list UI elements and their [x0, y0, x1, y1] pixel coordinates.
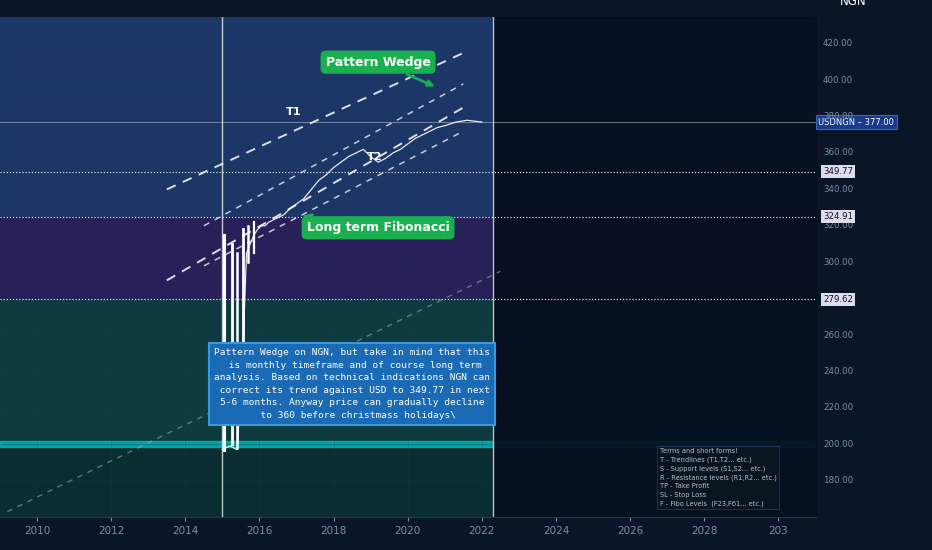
Text: Pattern Wedge: Pattern Wedge	[325, 56, 432, 85]
Text: 180.00: 180.00	[823, 476, 853, 485]
Text: 380.00: 380.00	[823, 112, 853, 121]
Text: 324.91: 324.91	[823, 212, 853, 221]
Text: NGN: NGN	[840, 0, 866, 8]
Bar	[0, 444, 816, 517]
Text: 200.00: 200.00	[823, 439, 853, 449]
Text: 360.00: 360.00	[823, 148, 853, 157]
Text: 400.00: 400.00	[823, 76, 853, 85]
Bar	[0, 299, 816, 444]
Text: 260.00: 260.00	[823, 331, 853, 339]
Text: T2: T2	[367, 152, 382, 162]
Bar	[0, 442, 816, 447]
Text: 349.77: 349.77	[823, 167, 853, 176]
Text: 279.62: 279.62	[823, 295, 853, 304]
Bar	[0, 217, 816, 299]
Text: 300.00: 300.00	[823, 258, 853, 267]
Text: 420.00: 420.00	[823, 39, 853, 48]
Text: Pattern Wedge on NGN, but take in mind that this
 is monthly timeframe and of co: Pattern Wedge on NGN, but take in mind t…	[214, 348, 490, 420]
Text: 220.00: 220.00	[823, 403, 853, 412]
Text: Long term Fibonacci: Long term Fibonacci	[305, 214, 449, 234]
Text: 240.00: 240.00	[823, 367, 853, 376]
Bar	[0, 16, 816, 217]
Text: T1: T1	[285, 107, 301, 117]
Text: 320.00: 320.00	[823, 221, 853, 230]
Text: 340.00: 340.00	[823, 185, 853, 194]
Text: Terms and short forms!
T - Trendlines (T1,T2... etc.)
S - Support levels (S1,S2.: Terms and short forms! T - Trendlines (T…	[660, 448, 776, 507]
Text: USDNGN – 377.00: USDNGN – 377.00	[818, 118, 894, 127]
